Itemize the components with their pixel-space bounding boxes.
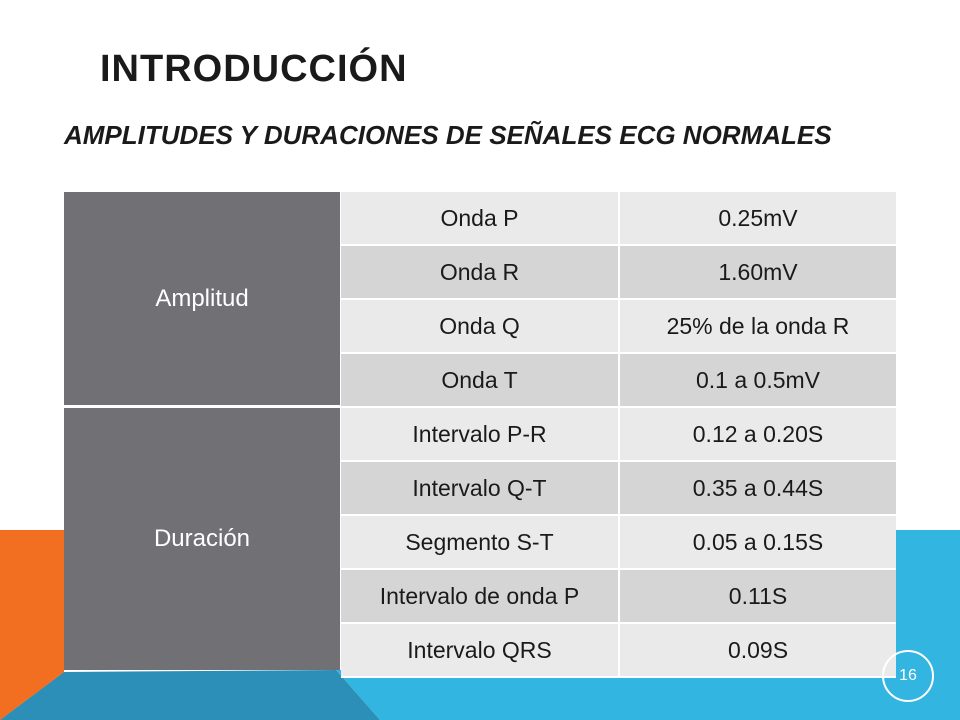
group-cell-amplitud: Amplitud <box>64 192 340 405</box>
row-value-cell: 0.05 a 0.15S <box>620 516 896 568</box>
ecg-values-table: Amplitud Duración Onda P 0.25mV Onda R 1… <box>64 192 896 678</box>
row-name-cell: Onda T <box>341 354 620 406</box>
slide-subtitle: AMPLITUDES Y DURACIONES DE SEÑALES ECG N… <box>64 120 832 150</box>
row-name-cell: Intervalo Q-T <box>341 462 620 514</box>
row-value-cell: 0.09S <box>620 624 896 676</box>
row-value-cell: 0.25mV <box>620 192 896 244</box>
row-value-cell: 0.11S <box>620 570 896 622</box>
row-name-cell: Onda R <box>341 246 620 298</box>
row-value-cell: 25% de la onda R <box>620 300 896 352</box>
row-name-cell: Intervalo QRS <box>341 624 620 676</box>
table-row: Onda R 1.60mV <box>341 246 896 300</box>
row-value-cell: 0.35 a 0.44S <box>620 462 896 514</box>
table-row: Onda P 0.25mV <box>341 192 896 246</box>
row-name-cell: Segmento S-T <box>341 516 620 568</box>
row-value-cell: 0.1 a 0.5mV <box>620 354 896 406</box>
row-value-cell: 0.12 a 0.20S <box>620 408 896 460</box>
group-cell-duracion: Duración <box>64 408 340 670</box>
orange-triangle-shape <box>0 640 64 720</box>
row-value-cell: 1.60mV <box>620 246 896 298</box>
row-name-cell: Onda P <box>341 192 620 244</box>
table-row: Onda T 0.1 a 0.5mV <box>341 354 896 408</box>
page-number-badge: 16 <box>882 650 934 702</box>
table-row: Intervalo P-R 0.12 a 0.20S <box>341 408 896 462</box>
dark-blue-band-shape <box>0 670 380 720</box>
table-rows: Onda P 0.25mV Onda R 1.60mV Onda Q 25% d… <box>341 192 896 678</box>
table-row: Intervalo de onda P 0.11S <box>341 570 896 624</box>
row-name-cell: Intervalo P-R <box>341 408 620 460</box>
table-row: Onda Q 25% de la onda R <box>341 300 896 354</box>
slide-title: INTRODUCCIÓN <box>100 48 408 90</box>
row-name-cell: Onda Q <box>341 300 620 352</box>
table-row: Intervalo Q-T 0.35 a 0.44S <box>341 462 896 516</box>
table-row: Segmento S-T 0.05 a 0.15S <box>341 516 896 570</box>
table-row: Intervalo QRS 0.09S <box>341 624 896 678</box>
row-name-cell: Intervalo de onda P <box>341 570 620 622</box>
